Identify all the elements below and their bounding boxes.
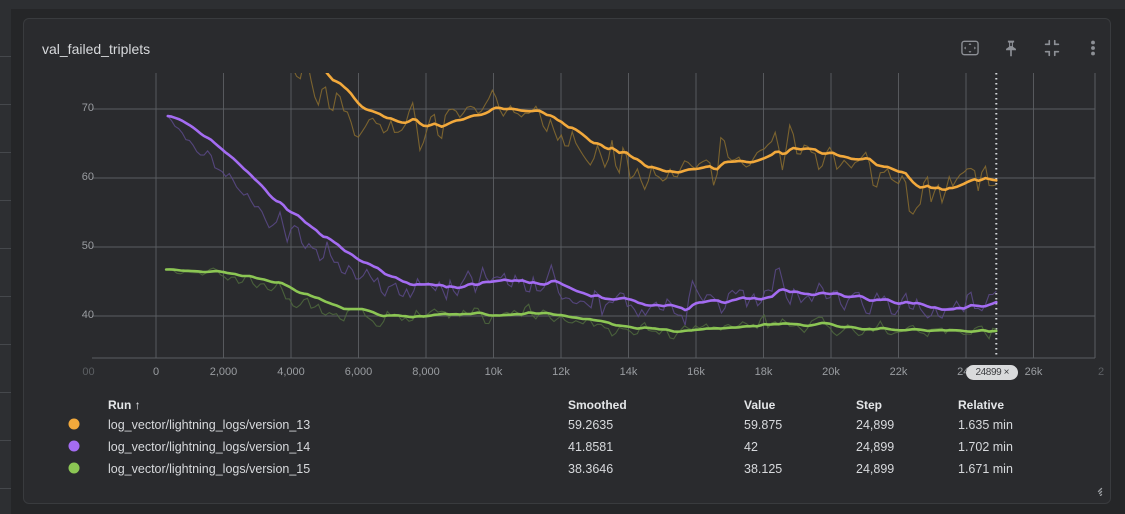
svg-text:6,000: 6,000: [345, 366, 373, 378]
svg-text:10k: 10k: [485, 366, 503, 378]
svg-text:26k: 26k: [1025, 366, 1043, 378]
svg-text:2,000: 2,000: [210, 366, 238, 378]
svg-text:16k: 16k: [687, 366, 705, 378]
svg-text:2: 2: [1098, 366, 1104, 378]
svg-text:00: 00: [82, 366, 94, 378]
svg-text:20k: 20k: [822, 366, 840, 378]
svg-text:14k: 14k: [620, 366, 638, 378]
svg-text:8,000: 8,000: [412, 366, 440, 378]
svg-text:0: 0: [153, 366, 159, 378]
svg-text:22k: 22k: [890, 366, 908, 378]
svg-text:12k: 12k: [552, 366, 570, 378]
svg-text:4,000: 4,000: [277, 366, 305, 378]
svg-text:18k: 18k: [755, 366, 773, 378]
